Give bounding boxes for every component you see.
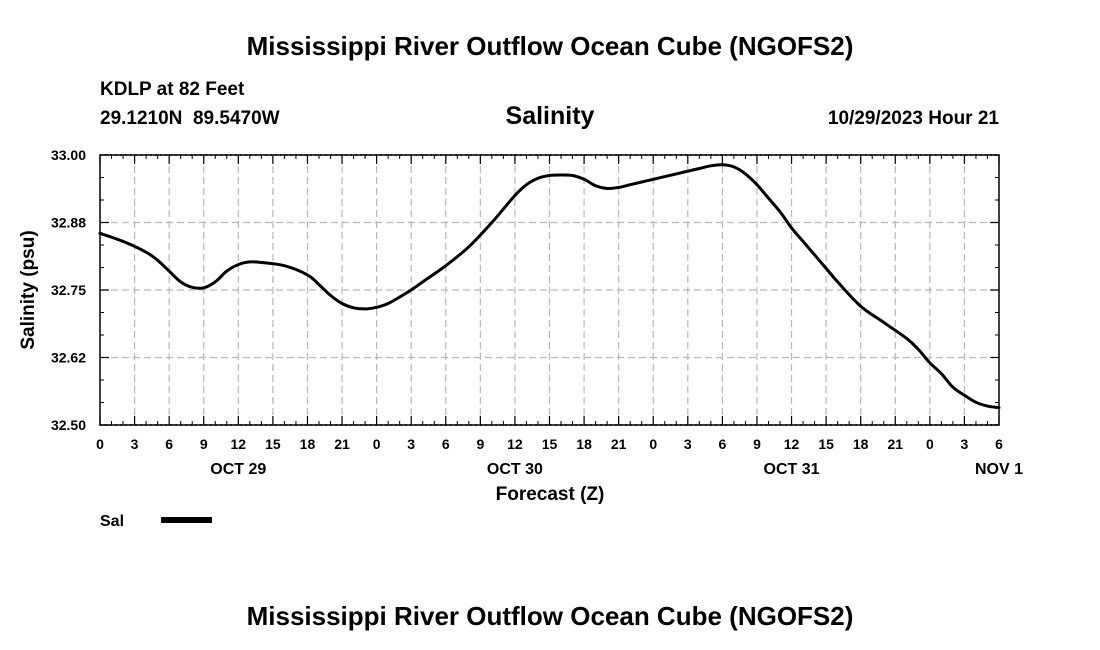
x-tick-label: 21 — [887, 436, 903, 452]
x-tick-label: 15 — [818, 436, 834, 452]
y-tick-label: 32.75 — [51, 282, 86, 298]
x-tick-label: 6 — [718, 436, 726, 452]
date-label: OCT 31 — [764, 461, 820, 478]
x-tick-label: 18 — [576, 436, 592, 452]
x-tick-label: 12 — [784, 436, 800, 452]
series-layer — [98, 163, 1001, 410]
x-tick-label: 12 — [231, 436, 247, 452]
date-label: OCT 29 — [210, 461, 266, 478]
date-label: OCT 30 — [487, 461, 543, 478]
x-tick-label: 6 — [442, 436, 450, 452]
x-tick-label: 18 — [300, 436, 316, 452]
grid-lines — [100, 154, 999, 426]
x-tick-label: 21 — [611, 436, 627, 452]
plot-frame — [99, 154, 1000, 426]
x-tick-label: 6 — [995, 436, 1003, 452]
x-tick-label: 21 — [334, 436, 350, 452]
x-tick-labels: 0 3 6 9 12 15 18 21 0 3 6 9 12 15 18 21 0 3 6 9 12 15 18 21 0 3 6 — [96, 436, 1003, 452]
x-tick-label: 9 — [753, 436, 761, 452]
x-tick-label: 0 — [96, 436, 104, 452]
x-tick-label: 12 — [507, 436, 523, 452]
y-axis-label: Salinity (psu) — [18, 230, 39, 349]
legend: Sal — [100, 513, 212, 530]
x-tick-label: 3 — [684, 436, 692, 452]
x-tick-label: 3 — [407, 436, 415, 452]
y-tick-label: 32.62 — [51, 350, 86, 366]
x-tick-label: 9 — [200, 436, 208, 452]
x-axis-label: Forecast (Z) — [496, 484, 605, 505]
y-tick-labels: 32.50 32.62 32.75 32.88 33.00 — [51, 147, 86, 433]
x-tick-label: 0 — [649, 436, 657, 452]
date-label: NOV 1 — [975, 461, 1023, 478]
forecast-timestamp: 10/29/2023 Hour 21 — [828, 108, 1000, 129]
y-tick-label: 32.50 — [51, 417, 86, 433]
variable-title: Salinity — [506, 102, 595, 130]
x-tick-label: 15 — [265, 436, 281, 452]
y-tick-label: 32.88 — [51, 215, 86, 231]
x-tick-label: 18 — [853, 436, 869, 452]
x-tick-label: 0 — [373, 436, 381, 452]
legend-label: Sal — [100, 513, 124, 530]
x-tick-label: 3 — [961, 436, 969, 452]
x-tick-label: 15 — [542, 436, 558, 452]
station-coordinates: 29.1210N 89.5470W — [100, 108, 280, 129]
series-line-sal — [98, 163, 1001, 410]
x-tick-label: 6 — [165, 436, 173, 452]
date-labels: OCT 29 OCT 30 OCT 31 NOV 1 — [210, 461, 1023, 478]
y-tick-label: 33.00 — [51, 147, 86, 163]
x-tick-label: 0 — [926, 436, 934, 452]
x-tick-label: 9 — [476, 436, 484, 452]
chart-title: Mississippi River Outflow Ocean Cube (NG… — [247, 31, 854, 61]
x-tick-label: 3 — [131, 436, 139, 452]
footer-title: Mississippi River Outflow Ocean Cube (NG… — [247, 601, 854, 631]
station-label: KDLP at 82 Feet — [100, 79, 245, 100]
